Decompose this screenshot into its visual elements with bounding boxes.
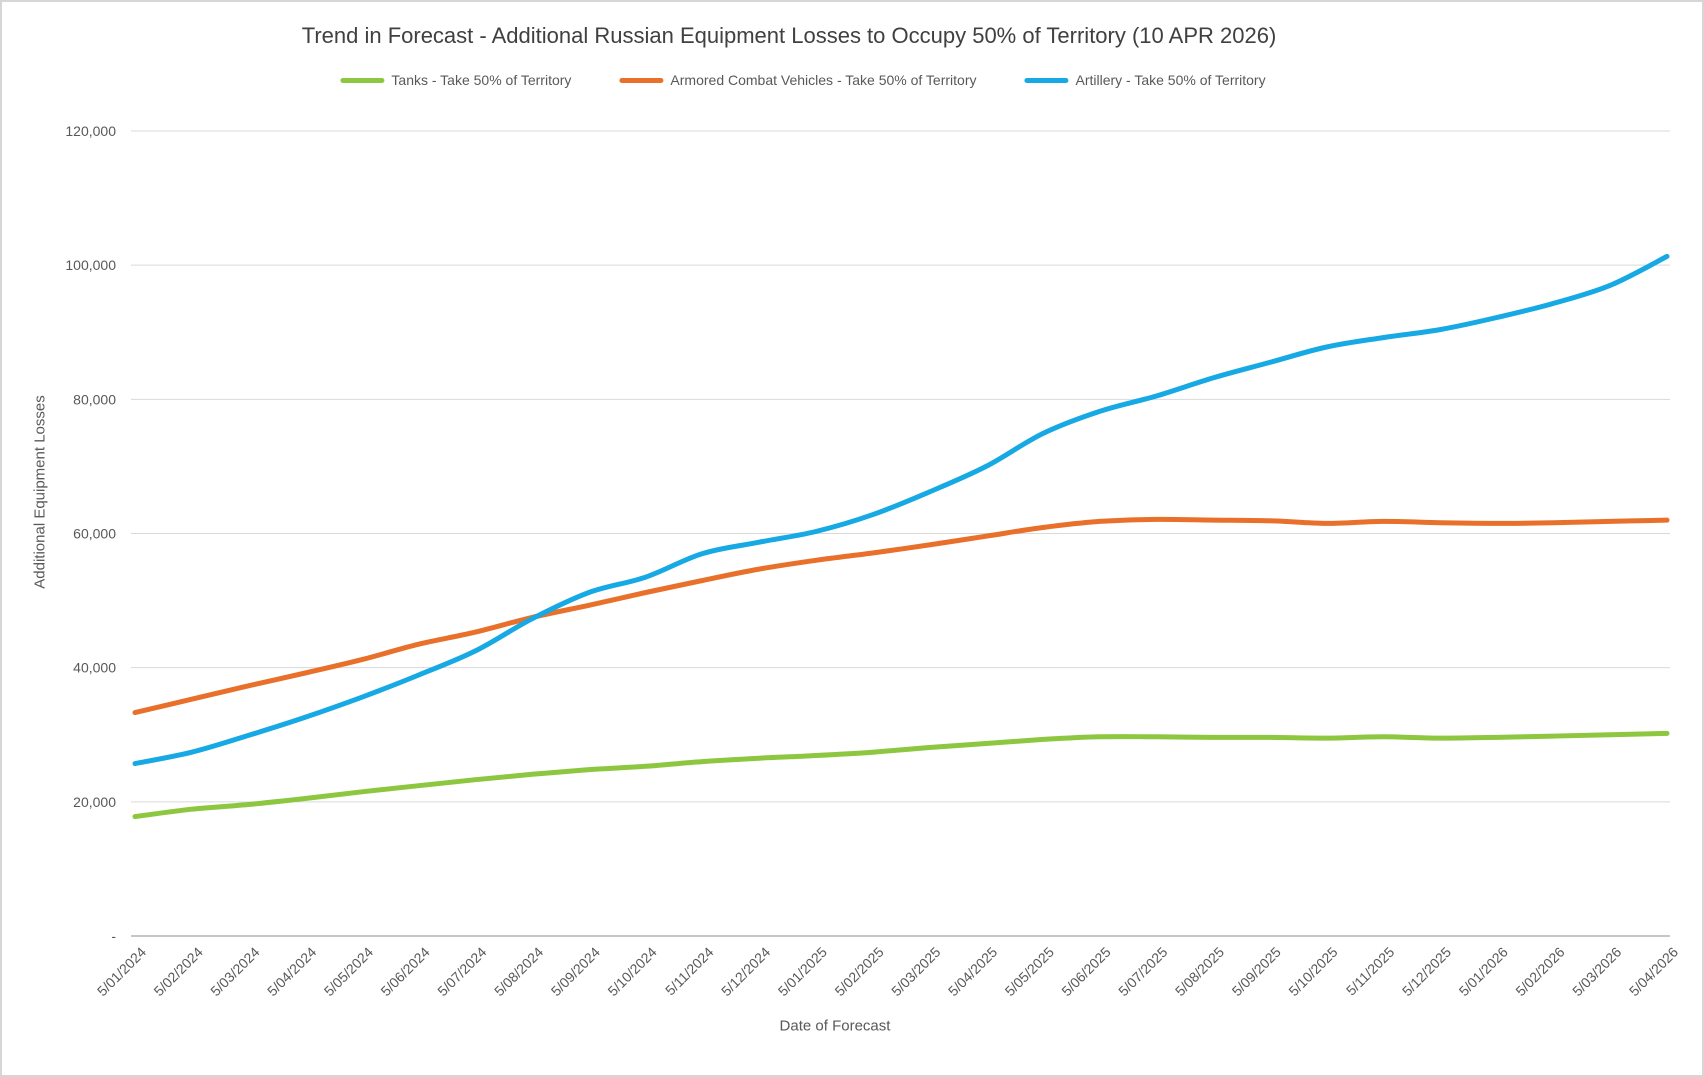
x-axis-title: Date of Forecast — [779, 1017, 891, 1035]
x-tick-label: 5/03/2026 — [1569, 944, 1625, 1000]
x-tick-label: 5/10/2025 — [1285, 944, 1341, 1000]
series-line-1 — [132, 730, 1670, 820]
x-tick-label: 5/02/2024 — [150, 944, 206, 1000]
x-tick-label: 5/05/2025 — [1002, 944, 1058, 1000]
legend-swatch-armored-combat-vehicles — [619, 77, 664, 83]
x-tick-label: 5/05/2024 — [321, 944, 377, 1000]
x-tick-label: 5/02/2025 — [831, 944, 887, 1000]
y-tick-label: 20,000 — [73, 794, 116, 810]
x-tick-label: 5/03/2025 — [888, 944, 944, 1000]
legend-swatch-tanks — [340, 77, 385, 83]
x-tick-label: 5/09/2025 — [1229, 944, 1285, 1000]
y-tick-label: 40,000 — [73, 660, 116, 676]
legend-item-armored-combat-vehicles: Armored Combat Vehicles - Take 50% of Te… — [619, 72, 976, 88]
legend-label-artillery: Artillery - Take 50% of Territory — [1075, 72, 1266, 88]
x-tick-label: 5/12/2025 — [1399, 944, 1455, 1000]
y-tick-label: 120,000 — [65, 123, 116, 139]
series-line-3 — [132, 253, 1670, 767]
legend-label-armored-combat-vehicles: Armored Combat Vehicles - Take 50% of Te… — [670, 72, 977, 88]
series-line-2 — [132, 516, 1670, 716]
y-axis-title: Additional Equipment Losses — [31, 395, 49, 589]
x-tick-label: 5/02/2026 — [1512, 944, 1568, 1000]
x-tick-label: 5/06/2024 — [377, 944, 433, 1000]
x-tick-label: 5/07/2025 — [1115, 944, 1171, 1000]
x-tick-label: 5/12/2024 — [718, 944, 774, 1000]
x-tick-label: 5/06/2025 — [1058, 944, 1114, 1000]
x-tick-label: 5/10/2024 — [604, 944, 660, 1000]
legend-item-artillery: Artillery - Take 50% of Territory — [1024, 72, 1266, 88]
x-tick-label: 5/11/2025 — [1343, 944, 1398, 999]
x-tick-label: 5/11/2024 — [662, 944, 717, 999]
x-tick-label: 5/03/2024 — [207, 944, 263, 1000]
x-tick-label: 5/08/2024 — [491, 944, 547, 1000]
legend-label-tanks: Tanks - Take 50% of Territory — [391, 72, 572, 88]
x-tick-label: 5/08/2025 — [1172, 944, 1228, 1000]
y-tick-label: 60,000 — [73, 526, 116, 542]
legend-item-tanks: Tanks - Take 50% of Territory — [340, 72, 571, 88]
y-tick-label: 100,000 — [65, 257, 116, 273]
x-tick-label: 5/01/2024 — [94, 944, 150, 1000]
chart-title: Trend in Forecast - Additional Russian E… — [301, 23, 1277, 48]
x-tick-label: 5/09/2024 — [548, 944, 604, 1000]
x-tick-label: 5/01/2025 — [775, 944, 831, 1000]
legend-swatch-artillery — [1024, 77, 1069, 83]
x-tick-label: 5/07/2024 — [434, 944, 490, 1000]
x-tick-label: 5/04/2024 — [264, 944, 320, 1000]
x-tick-label: 5/04/2026 — [1626, 944, 1682, 1000]
y-tick-label: - — [111, 928, 116, 944]
x-tick-label: 5/04/2025 — [945, 944, 1001, 1000]
x-tick-label: 5/01/2026 — [1456, 944, 1512, 1000]
y-tick-label: 80,000 — [73, 391, 116, 407]
legend: Tanks - Take 50% of Territory Armored Co… — [340, 72, 1266, 88]
